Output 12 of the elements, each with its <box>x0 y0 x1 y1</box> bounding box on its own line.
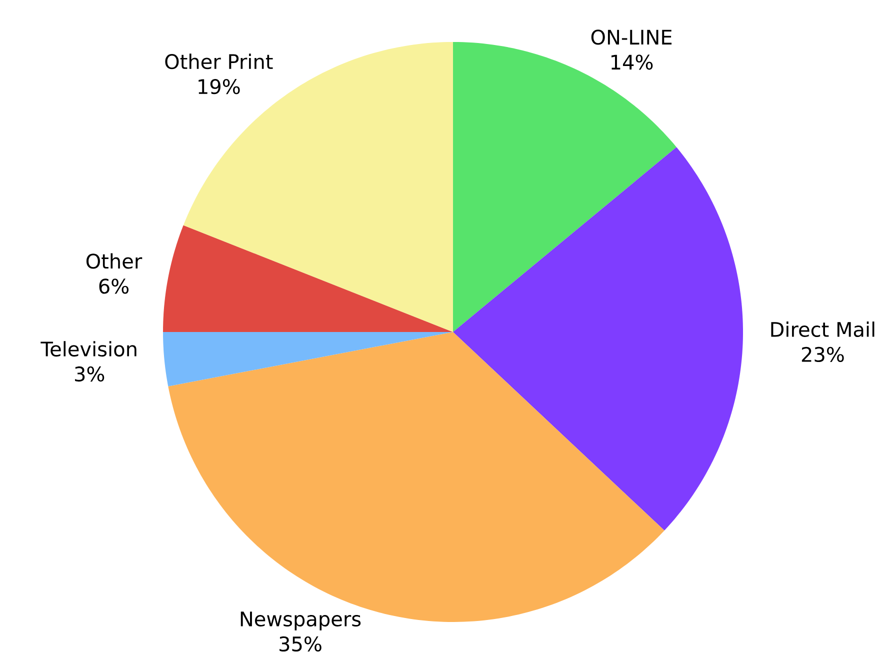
data-label: 6% <box>99 278 129 294</box>
data-label: 19% <box>198 79 240 94</box>
data-label: 23% <box>802 346 844 362</box>
slice-label: Newspapers <box>240 612 361 630</box>
slice-label: Direct Mail <box>771 322 874 338</box>
slice-label: Television <box>40 341 136 357</box>
slice-label: ON-LINE <box>591 30 672 45</box>
slice-label: Other <box>86 253 142 269</box>
data-label: 3% <box>75 366 104 382</box>
data-label: 35% <box>280 636 322 652</box>
data-label: 14% <box>611 54 653 70</box>
slice-label: Other Print <box>165 54 273 70</box>
